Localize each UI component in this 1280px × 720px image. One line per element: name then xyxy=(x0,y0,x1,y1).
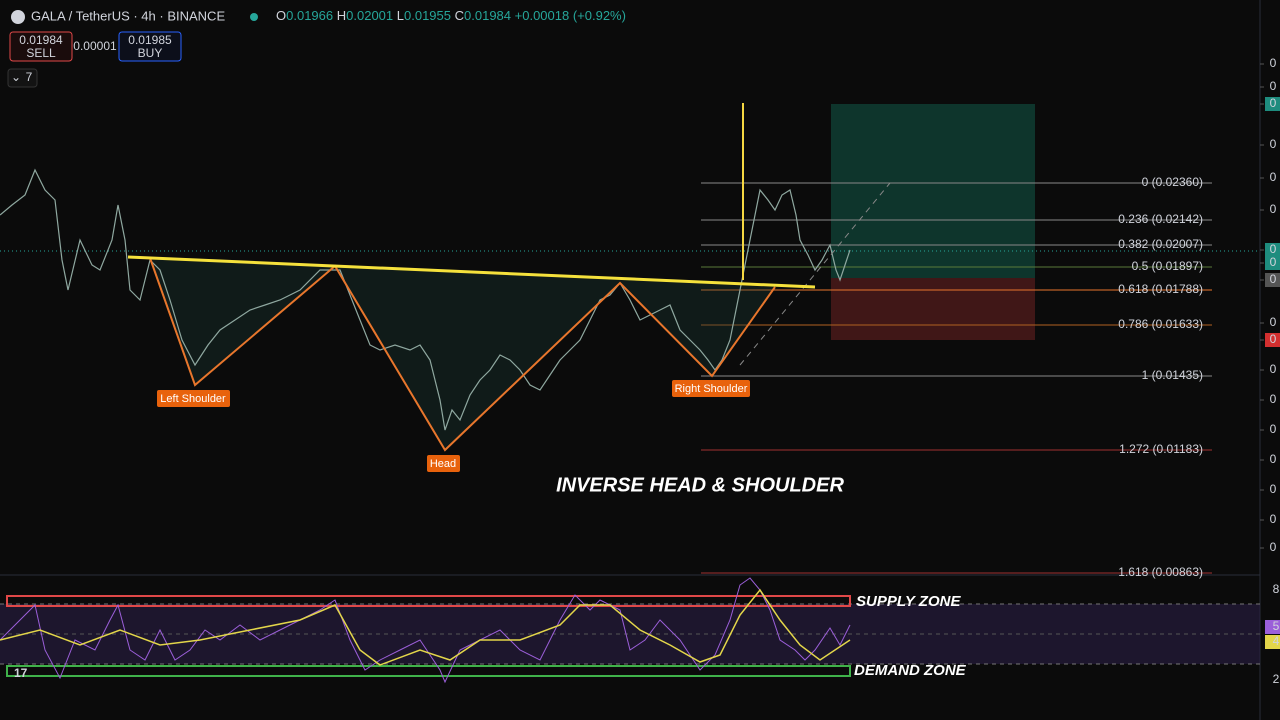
ohlc-value: 0.01984 xyxy=(464,8,511,23)
buy-label: BUY xyxy=(138,46,163,60)
symbol: GALA / TetherUS · 4h · BINANCE xyxy=(31,8,225,23)
ohlc-label: O xyxy=(276,8,286,23)
pattern-area xyxy=(128,257,775,450)
indicator-axis-label: 4 xyxy=(1273,634,1280,648)
stop-zone xyxy=(831,278,1035,340)
change: +0.00018 (+0.92%) xyxy=(515,8,626,23)
label-bg xyxy=(427,455,460,472)
price-axis-label: 0 xyxy=(1270,422,1277,436)
sell-label: SELL xyxy=(26,46,56,60)
price-line xyxy=(0,168,851,431)
spread: 0.00001 xyxy=(73,39,117,53)
ohlc-label: H xyxy=(337,8,346,23)
price-axis-label: 0 xyxy=(1270,452,1277,466)
supply-box xyxy=(6,595,851,607)
logo: 17 xyxy=(14,666,28,680)
head-label: Head xyxy=(430,458,456,470)
price-axis-label: 0 xyxy=(1270,272,1277,286)
toggle-count: 7 xyxy=(26,70,33,84)
rsi-line xyxy=(0,577,851,684)
ohlc: O0.01966 H0.02001 L0.01955 C0.01984 +0.0… xyxy=(276,8,626,23)
toggle-box xyxy=(7,68,38,88)
toggle-icon: ⌄ xyxy=(11,70,21,84)
sell-price: 0.01984 xyxy=(19,33,63,47)
indicator-badge xyxy=(1265,620,1280,634)
fib-label: 0.5 (0.01897) xyxy=(1132,259,1203,273)
label-bg xyxy=(672,380,750,397)
price-axis-label: 0 xyxy=(1270,56,1277,70)
buy-button[interactable]: 0.01985 BUY xyxy=(118,31,182,62)
demand-box xyxy=(6,665,851,677)
price-axis-label: 0 xyxy=(1270,170,1277,184)
neckline xyxy=(127,255,816,289)
target-zone xyxy=(831,104,1035,278)
ohlc-value: 0.01955 xyxy=(404,8,451,23)
fib-label: 0.236 (0.02142) xyxy=(1118,212,1203,226)
price-axis-label: 0 xyxy=(1270,79,1277,93)
price-axis-label: 0 xyxy=(1270,202,1277,216)
price-axis-label: 0 xyxy=(1270,392,1277,406)
ohlc-label: L xyxy=(397,8,404,23)
price-axis-label: 0 xyxy=(1270,315,1277,329)
price-axis-label: 0 xyxy=(1270,332,1277,346)
pattern-title: INVERSE HEAD & SHOULDER xyxy=(556,474,844,496)
price-axis-label: 0 xyxy=(1270,242,1277,256)
fib-label: 0.786 (0.01633) xyxy=(1118,317,1203,331)
fib-label: 0.382 (0.02007) xyxy=(1118,237,1203,251)
rsi-band xyxy=(0,604,1260,664)
price-badge xyxy=(1265,333,1280,347)
indicators-toggle[interactable]: ⌄ 7 xyxy=(7,68,38,88)
fib-label: 1.618 (0.00863) xyxy=(1118,565,1203,579)
label-bg xyxy=(157,390,230,407)
demand-zone-label: DEMAND ZONE xyxy=(854,662,967,679)
fib-label: 1.272 (0.01183) xyxy=(1119,442,1203,456)
indicator-axis-label: 8 xyxy=(1273,582,1280,596)
indicator-badge xyxy=(1265,635,1280,649)
buy-box xyxy=(118,31,182,62)
price-axis-label: 0 xyxy=(1270,362,1277,376)
fib-label: 0 (0.02360) xyxy=(1142,175,1203,189)
supply-zone-label: SUPPLY ZONE xyxy=(856,593,961,610)
price-badge xyxy=(1265,256,1280,270)
rsi-average xyxy=(0,588,851,666)
price-axis-label: 0 xyxy=(1270,512,1277,526)
sell-box xyxy=(9,31,73,62)
symbol-icon xyxy=(11,10,25,24)
right-shoulder-label: Right Shoulder xyxy=(675,383,748,395)
price-badge xyxy=(1265,243,1280,257)
pattern-zigzag xyxy=(149,257,776,452)
price-badge xyxy=(1265,273,1280,287)
left-shoulder-label: Left Shoulder xyxy=(160,393,226,405)
indicator-axis-label: 2 xyxy=(1273,672,1280,686)
indicator-axis-label: 5 xyxy=(1273,619,1280,633)
price-axis-label: 0 xyxy=(1270,137,1277,151)
fib-levels: 0 (0.02360) 0.236 (0.02142) 0.382 (0.02007… xyxy=(701,175,1212,579)
status-dot xyxy=(250,13,258,21)
price-axis-label: 0 xyxy=(1270,482,1277,496)
fib-label: 1 (0.01435) xyxy=(1142,368,1203,382)
fib-label: 0.618 (0.01788) xyxy=(1118,282,1203,296)
buy-price: 0.01985 xyxy=(128,33,172,47)
ohlc-label: C xyxy=(455,8,464,23)
ohlc-value: 0.01966 xyxy=(286,8,333,23)
price-axis-label: 0 xyxy=(1270,540,1277,554)
price-badge xyxy=(1265,97,1280,111)
price-axis-label: 0 xyxy=(1270,96,1277,110)
ohlc-value: 0.02001 xyxy=(346,8,393,23)
price-axis-label: 0 xyxy=(1270,255,1277,269)
sell-button[interactable]: 0.01984 SELL xyxy=(9,31,73,62)
